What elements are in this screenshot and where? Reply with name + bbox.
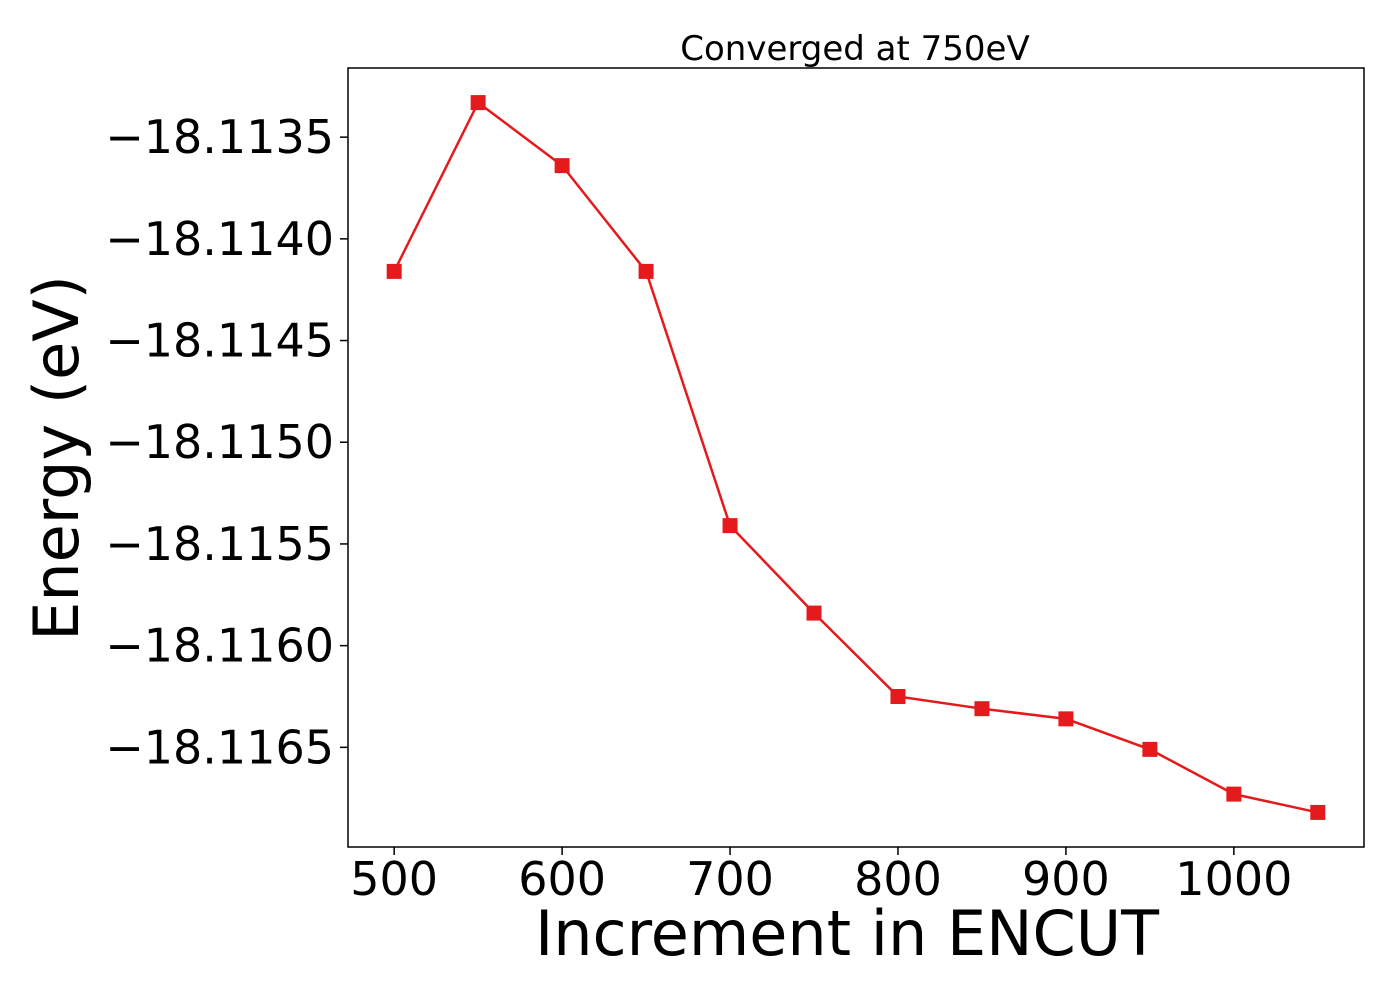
y-tick-label: −18.1145 xyxy=(105,314,334,368)
data-point-marker xyxy=(1142,741,1158,757)
x-tick-label: 700 xyxy=(686,852,774,906)
series-line xyxy=(393,101,1319,814)
data-point-marker xyxy=(890,688,906,704)
data-point-marker xyxy=(554,158,570,174)
y-axis: −18.1135 −18.1140 −18.1145 −18.1150 −18.1155… xyxy=(105,110,348,774)
data-point-marker xyxy=(638,263,654,279)
y-tick-label: −18.1150 xyxy=(105,415,334,469)
x-axis: 500 600 700 800 900 1000 xyxy=(350,847,1292,906)
x-tick-label: 500 xyxy=(350,852,438,906)
plot-area xyxy=(347,67,1365,848)
data-point-marker xyxy=(1310,804,1326,820)
chart-title: Converged at 750eV xyxy=(680,29,1029,69)
data-point-marker xyxy=(722,518,738,534)
data-point-marker xyxy=(1058,711,1074,727)
x-tick-label: 800 xyxy=(854,852,942,906)
y-tick-label: −18.1135 xyxy=(105,110,334,164)
y-tick-label: −18.1140 xyxy=(105,212,334,266)
data-point-marker xyxy=(974,701,990,717)
y-axis-label: Energy (eV) xyxy=(20,275,93,641)
x-tick-label: 900 xyxy=(1022,852,1110,906)
series-layer xyxy=(386,95,1326,820)
y-tick-label: −18.1165 xyxy=(105,720,334,774)
data-point-marker xyxy=(386,263,402,279)
x-tick-label: 600 xyxy=(518,852,606,906)
x-tick-label: 1000 xyxy=(1175,852,1292,906)
data-point-marker xyxy=(1226,786,1242,802)
x-axis-label: Increment in ENCUT xyxy=(535,897,1160,970)
y-tick-label: −18.1155 xyxy=(105,517,334,571)
plot-frame xyxy=(347,67,1365,848)
data-point-marker xyxy=(470,95,486,111)
data-point-marker xyxy=(806,605,822,621)
y-tick-label: −18.1160 xyxy=(105,619,334,673)
